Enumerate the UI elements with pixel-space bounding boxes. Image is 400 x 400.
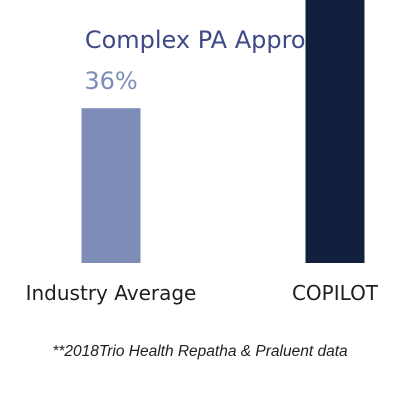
chart-title: Complex PA Approval (85, 26, 341, 54)
category-label-copilot: COPILOT (292, 281, 379, 305)
footnote: **2018Trio Health Repatha & Praluent dat… (52, 343, 348, 360)
bar-industry-average (81, 108, 141, 263)
value-label-industry-average: 36% (84, 67, 137, 95)
bars-group: 36%Industry Average73%COPILOT (26, 0, 379, 305)
category-label-industry-average: Industry Average (26, 281, 197, 305)
bar-copilot (305, 0, 365, 263)
